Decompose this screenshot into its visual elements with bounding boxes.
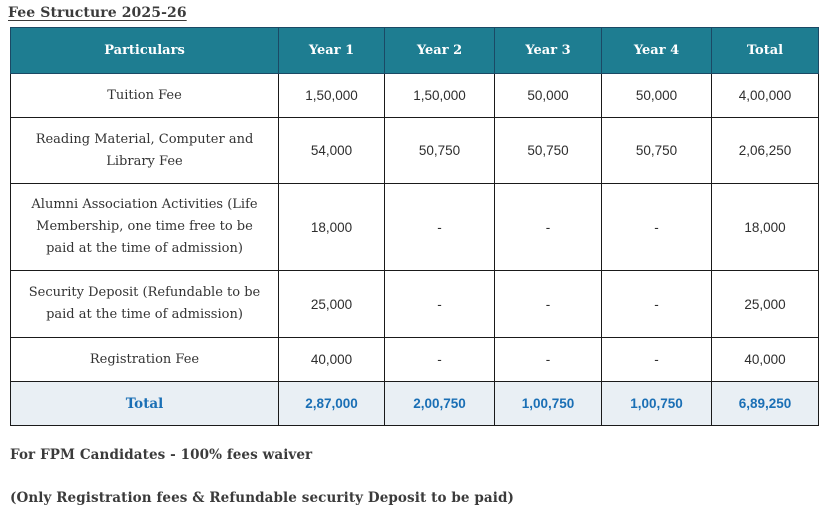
year2-cell: 50,750: [384, 117, 495, 184]
year4-cell: 50,000: [601, 73, 712, 118]
year1-cell: 1,50,000: [278, 73, 385, 118]
particulars-cell: Registration Fee: [10, 337, 279, 382]
fee-structure-table: Particulars Year 1 Year 2 Year 3 Year 4 …: [10, 27, 819, 426]
header-cell-year4: Year 4: [601, 27, 712, 74]
total-cell: 2,06,250: [711, 117, 819, 184]
year1-total-cell: 2,87,000: [278, 381, 385, 426]
year4-cell: -: [601, 337, 712, 382]
year4-cell: -: [601, 183, 712, 271]
table-row: Reading Material, Computer and Library F…: [10, 117, 819, 184]
year3-cell: 50,000: [494, 73, 602, 118]
year3-total-cell: 1,00,750: [494, 381, 602, 426]
total-cell: 18,000: [711, 183, 819, 271]
header-cell-year2: Year 2: [384, 27, 495, 74]
year1-cell: 18,000: [278, 183, 385, 271]
year2-cell: -: [384, 270, 495, 338]
particulars-cell: Security Deposit (Refundable to be paid …: [10, 270, 279, 338]
year3-cell: 50,750: [494, 117, 602, 184]
header-cell-total: Total: [711, 27, 819, 74]
fpm-waiver-note: For FPM Candidates - 100% fees waiver: [10, 447, 313, 463]
year2-cell: -: [384, 337, 495, 382]
registration-deposit-note: (Only Registration fees & Refundable sec…: [10, 490, 515, 506]
table-row: Security Deposit (Refundable to be paid …: [10, 270, 819, 338]
table-row: Tuition Fee 1,50,000 1,50,000 50,000 50,…: [10, 73, 819, 118]
year2-total-cell: 2,00,750: [384, 381, 495, 426]
total-cell: 4,00,000: [711, 73, 819, 118]
total-cell: 25,000: [711, 270, 819, 338]
year2-cell: -: [384, 183, 495, 271]
total-cell: 40,000: [711, 337, 819, 382]
header-cell-year1: Year 1: [278, 27, 385, 74]
header-cell-particulars: Particulars: [10, 27, 279, 74]
grand-total-cell: 6,89,250: [711, 381, 819, 426]
particulars-cell: Reading Material, Computer and Library F…: [10, 117, 279, 184]
year1-cell: 25,000: [278, 270, 385, 338]
year3-cell: -: [494, 337, 602, 382]
page-title: Fee Structure 2025-26: [8, 5, 187, 21]
particulars-cell: Tuition Fee: [10, 73, 279, 118]
year3-cell: -: [494, 183, 602, 271]
header-cell-year3: Year 3: [494, 27, 602, 74]
year2-cell: 1,50,000: [384, 73, 495, 118]
table-row: Registration Fee 40,000 - - - 40,000: [10, 337, 819, 382]
footnotes: For FPM Candidates - 100% fees waiver (O…: [10, 447, 818, 506]
year1-cell: 54,000: [278, 117, 385, 184]
year3-cell: -: [494, 270, 602, 338]
year4-cell: 50,750: [601, 117, 712, 184]
total-label-cell: Total: [10, 381, 279, 426]
year1-cell: 40,000: [278, 337, 385, 382]
table-header-row: Particulars Year 1 Year 2 Year 3 Year 4 …: [10, 27, 819, 74]
particulars-cell: Alumni Association Activities (Life Memb…: [10, 183, 279, 271]
table-row: Alumni Association Activities (Life Memb…: [10, 183, 819, 271]
year4-total-cell: 1,00,750: [601, 381, 712, 426]
table-total-row: Total 2,87,000 2,00,750 1,00,750 1,00,75…: [10, 381, 819, 426]
year4-cell: -: [601, 270, 712, 338]
